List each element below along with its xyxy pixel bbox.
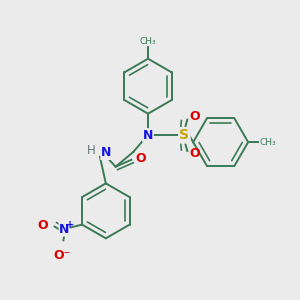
- Text: S: S: [179, 128, 189, 142]
- Text: O: O: [37, 219, 48, 232]
- Text: O: O: [189, 147, 200, 161]
- Text: N: N: [143, 129, 153, 142]
- Text: H: H: [87, 145, 96, 158]
- Text: N: N: [59, 223, 70, 236]
- Text: O⁻: O⁻: [54, 249, 71, 262]
- Text: CH₃: CH₃: [260, 138, 277, 147]
- Text: N: N: [101, 146, 111, 159]
- Text: O: O: [135, 152, 146, 165]
- Text: +: +: [66, 220, 74, 230]
- Text: CH₃: CH₃: [140, 37, 156, 46]
- Text: O: O: [189, 110, 200, 123]
